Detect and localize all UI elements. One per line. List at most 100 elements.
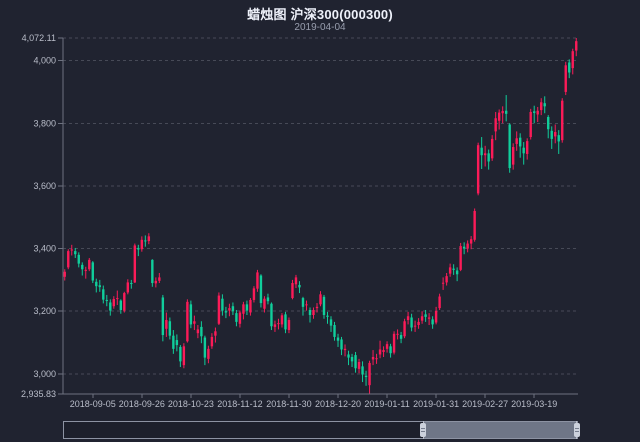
candle[interactable]: [238, 310, 242, 328]
candle[interactable]: [389, 343, 392, 358]
candle[interactable]: [403, 318, 406, 339]
candle[interactable]: [462, 242, 466, 255]
candle[interactable]: [84, 266, 87, 279]
candle[interactable]: [266, 293, 270, 305]
candle[interactable]: [259, 274, 263, 308]
candle[interactable]: [417, 318, 420, 329]
candle[interactable]: [151, 259, 154, 287]
candle[interactable]: [340, 336, 343, 356]
candle[interactable]: [399, 331, 403, 344]
candle[interactable]: [280, 313, 284, 328]
candle[interactable]: [448, 263, 452, 277]
candle[interactable]: [252, 286, 256, 303]
candle[interactable]: [445, 273, 448, 286]
candle[interactable]: [137, 244, 140, 257]
candle[interactable]: [315, 303, 319, 313]
candle[interactable]: [336, 333, 340, 347]
candle[interactable]: [63, 269, 66, 281]
candle[interactable]: [326, 311, 329, 324]
candle[interactable]: [487, 149, 490, 170]
candle[interactable]: [392, 331, 396, 355]
candle[interactable]: [193, 315, 196, 331]
candle[interactable]: [154, 277, 158, 288]
candle[interactable]: [466, 240, 469, 253]
candle[interactable]: [501, 106, 504, 124]
candle[interactable]: [427, 313, 431, 326]
candle[interactable]: [88, 257, 91, 272]
candle[interactable]: [319, 291, 322, 307]
candle[interactable]: [123, 291, 126, 313]
candle[interactable]: [175, 334, 179, 352]
candle[interactable]: [308, 307, 312, 323]
candle[interactable]: [221, 294, 224, 316]
candle[interactable]: [455, 267, 459, 282]
candle[interactable]: [196, 325, 200, 339]
candle[interactable]: [179, 345, 182, 368]
candle[interactable]: [459, 242, 462, 272]
candle[interactable]: [364, 370, 368, 386]
candle[interactable]: [77, 252, 80, 268]
datazoom-left-handle[interactable]: [420, 423, 427, 437]
datazoom-right-handle[interactable]: [574, 423, 580, 437]
candle[interactable]: [571, 48, 574, 75]
candle[interactable]: [511, 143, 515, 170]
candle[interactable]: [200, 321, 203, 344]
candle[interactable]: [518, 133, 522, 158]
candle[interactable]: [410, 313, 413, 332]
candle[interactable]: [483, 145, 487, 167]
candle[interactable]: [242, 301, 245, 320]
candle[interactable]: [547, 115, 550, 139]
candle[interactable]: [263, 296, 266, 313]
candle[interactable]: [557, 130, 560, 154]
candle[interactable]: [424, 309, 427, 322]
candle[interactable]: [525, 138, 529, 160]
candle[interactable]: [130, 279, 133, 289]
candle[interactable]: [291, 279, 294, 300]
candle[interactable]: [270, 302, 273, 331]
candlestick-chart[interactable]: 4,072.11 4,000 3,800 3,600 3,400 3,200 3,000 2,…: [0, 0, 640, 414]
candle[interactable]: [116, 290, 119, 305]
candle[interactable]: [561, 98, 564, 143]
candle[interactable]: [396, 329, 399, 340]
candle[interactable]: [322, 294, 326, 319]
candle[interactable]: [112, 296, 116, 309]
candle[interactable]: [105, 294, 108, 307]
candle[interactable]: [249, 298, 252, 316]
candle[interactable]: [536, 106, 539, 122]
datazoom-track[interactable]: [63, 421, 580, 439]
candle[interactable]: [294, 274, 298, 289]
candle[interactable]: [147, 233, 151, 245]
candle[interactable]: [540, 98, 543, 116]
candle[interactable]: [350, 353, 354, 368]
candle[interactable]: [347, 350, 350, 366]
candle[interactable]: [140, 236, 144, 252]
candle[interactable]: [144, 235, 147, 247]
candle[interactable]: [228, 303, 231, 317]
candle[interactable]: [231, 302, 235, 315]
candle[interactable]: [70, 244, 73, 256]
candle[interactable]: [207, 345, 210, 364]
candle[interactable]: [210, 333, 214, 349]
candle[interactable]: [406, 311, 410, 325]
candle[interactable]: [575, 38, 578, 57]
datazoom-selected-window[interactable]: [423, 422, 577, 438]
candle[interactable]: [333, 321, 336, 341]
candle[interactable]: [102, 285, 105, 304]
candle[interactable]: [287, 317, 291, 334]
candle[interactable]: [568, 59, 571, 79]
candle[interactable]: [74, 247, 77, 258]
candle[interactable]: [543, 96, 546, 114]
candle[interactable]: [95, 278, 98, 293]
candle[interactable]: [375, 353, 378, 364]
candle[interactable]: [371, 350, 375, 366]
candle[interactable]: [98, 279, 101, 292]
candle[interactable]: [186, 299, 189, 343]
candle[interactable]: [217, 292, 221, 326]
candle[interactable]: [245, 300, 249, 315]
candle[interactable]: [273, 320, 277, 332]
candle[interactable]: [214, 327, 217, 343]
candle[interactable]: [109, 299, 112, 316]
candle[interactable]: [182, 343, 186, 369]
candle[interactable]: [441, 277, 445, 290]
candle[interactable]: [385, 341, 389, 353]
